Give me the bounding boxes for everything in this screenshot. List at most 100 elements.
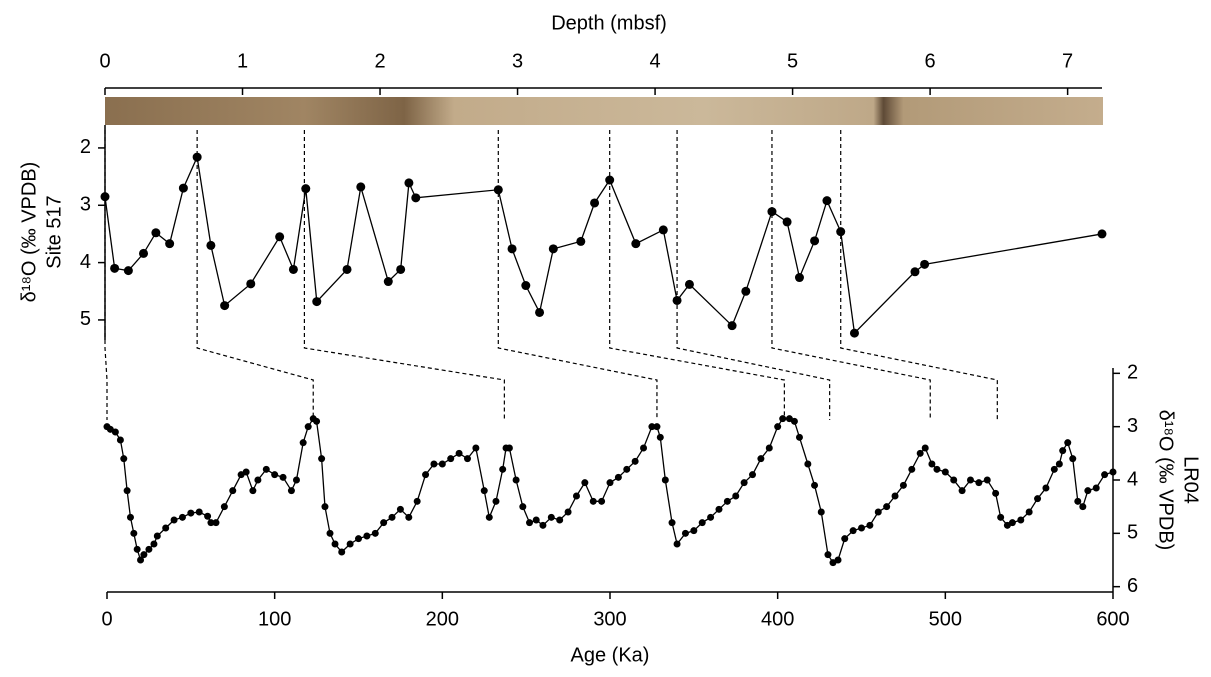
data-point	[589, 497, 597, 505]
series-line	[104, 154, 1103, 335]
top-tick-label: 2	[374, 50, 385, 72]
data-point	[178, 183, 188, 193]
x-tick-label: 500	[929, 608, 962, 630]
data-point	[229, 487, 237, 495]
top-tick-label: 4	[650, 50, 661, 72]
data-point	[422, 471, 430, 479]
data-point	[1017, 516, 1025, 524]
data-point	[220, 503, 228, 511]
tie-line	[196, 130, 314, 420]
data-point	[521, 281, 531, 291]
data-point	[526, 519, 534, 527]
data-point	[782, 217, 792, 227]
data-point	[548, 244, 558, 254]
data-point	[356, 182, 366, 192]
data-point	[170, 516, 178, 524]
data-point	[140, 551, 148, 559]
data-point	[346, 540, 354, 548]
data-point	[539, 521, 547, 529]
data-point	[822, 196, 832, 206]
data-point	[507, 244, 517, 254]
data-point	[921, 444, 929, 452]
data-point	[1092, 484, 1100, 492]
y-axis-title: δ¹⁸O (‰ VPDB)	[18, 162, 40, 303]
y-tick-label: 6	[1127, 575, 1138, 597]
data-point	[371, 529, 379, 537]
x-axis-title: Age (Ka)	[571, 644, 650, 666]
data-point	[698, 519, 706, 527]
data-point	[195, 508, 203, 516]
y-tick-label: 3	[1127, 415, 1138, 437]
data-point	[975, 479, 983, 487]
x-tick-label: 300	[593, 608, 626, 630]
y-tick-label: 4	[80, 251, 91, 273]
data-point	[287, 487, 295, 495]
data-point	[262, 465, 270, 473]
data-point	[512, 476, 520, 484]
data-point	[301, 184, 311, 194]
data-point	[312, 297, 322, 307]
data-point	[983, 476, 991, 484]
data-point	[380, 519, 388, 527]
top-tick-label: 6	[925, 50, 936, 72]
data-point	[891, 492, 899, 500]
data-point	[727, 321, 737, 331]
data-point	[318, 455, 326, 463]
y-tick-label: 5	[1127, 522, 1138, 544]
data-point	[590, 198, 600, 208]
data-point	[1064, 439, 1072, 447]
data-point	[997, 513, 1005, 521]
data-point	[438, 460, 446, 468]
data-point	[928, 460, 936, 468]
data-point	[841, 535, 849, 543]
data-point	[207, 519, 215, 527]
data-point	[116, 436, 124, 444]
data-point	[499, 465, 507, 473]
data-point	[150, 540, 158, 548]
data-point	[321, 503, 329, 511]
data-point	[342, 264, 352, 274]
data-point	[899, 481, 907, 489]
data-point	[383, 277, 393, 287]
data-point	[187, 509, 195, 517]
data-point	[139, 248, 149, 258]
data-point	[749, 471, 757, 479]
data-point	[623, 465, 631, 473]
data-point	[463, 455, 471, 463]
data-point	[331, 540, 339, 548]
data-point	[653, 423, 661, 431]
top-axis-title: Depth (mbsf)	[551, 12, 667, 34]
data-point	[1084, 487, 1092, 495]
data-point	[779, 415, 787, 423]
data-point	[707, 513, 715, 521]
data-point	[151, 228, 161, 238]
data-point	[958, 487, 966, 495]
data-point	[396, 264, 406, 274]
data-point	[883, 503, 891, 511]
data-point	[1079, 503, 1087, 511]
data-point	[165, 239, 175, 249]
data-point	[137, 556, 145, 564]
data-point	[1055, 460, 1063, 468]
data-point	[576, 236, 586, 246]
data-point	[338, 548, 346, 556]
tie-line	[104, 130, 108, 420]
data-point	[405, 513, 413, 521]
data-point	[110, 263, 120, 273]
data-point	[447, 455, 455, 463]
data-point	[810, 236, 820, 246]
data-point	[162, 524, 170, 532]
top-tick-label: 7	[1062, 50, 1073, 72]
data-point	[572, 492, 580, 500]
data-point	[811, 481, 819, 489]
data-point	[1101, 471, 1109, 479]
data-point	[933, 465, 941, 473]
data-point	[908, 465, 916, 473]
data-point	[212, 519, 220, 527]
data-point	[681, 529, 689, 537]
data-point	[661, 476, 669, 484]
data-point	[204, 512, 212, 520]
top-tick-label: 0	[99, 50, 110, 72]
data-point	[455, 449, 463, 457]
